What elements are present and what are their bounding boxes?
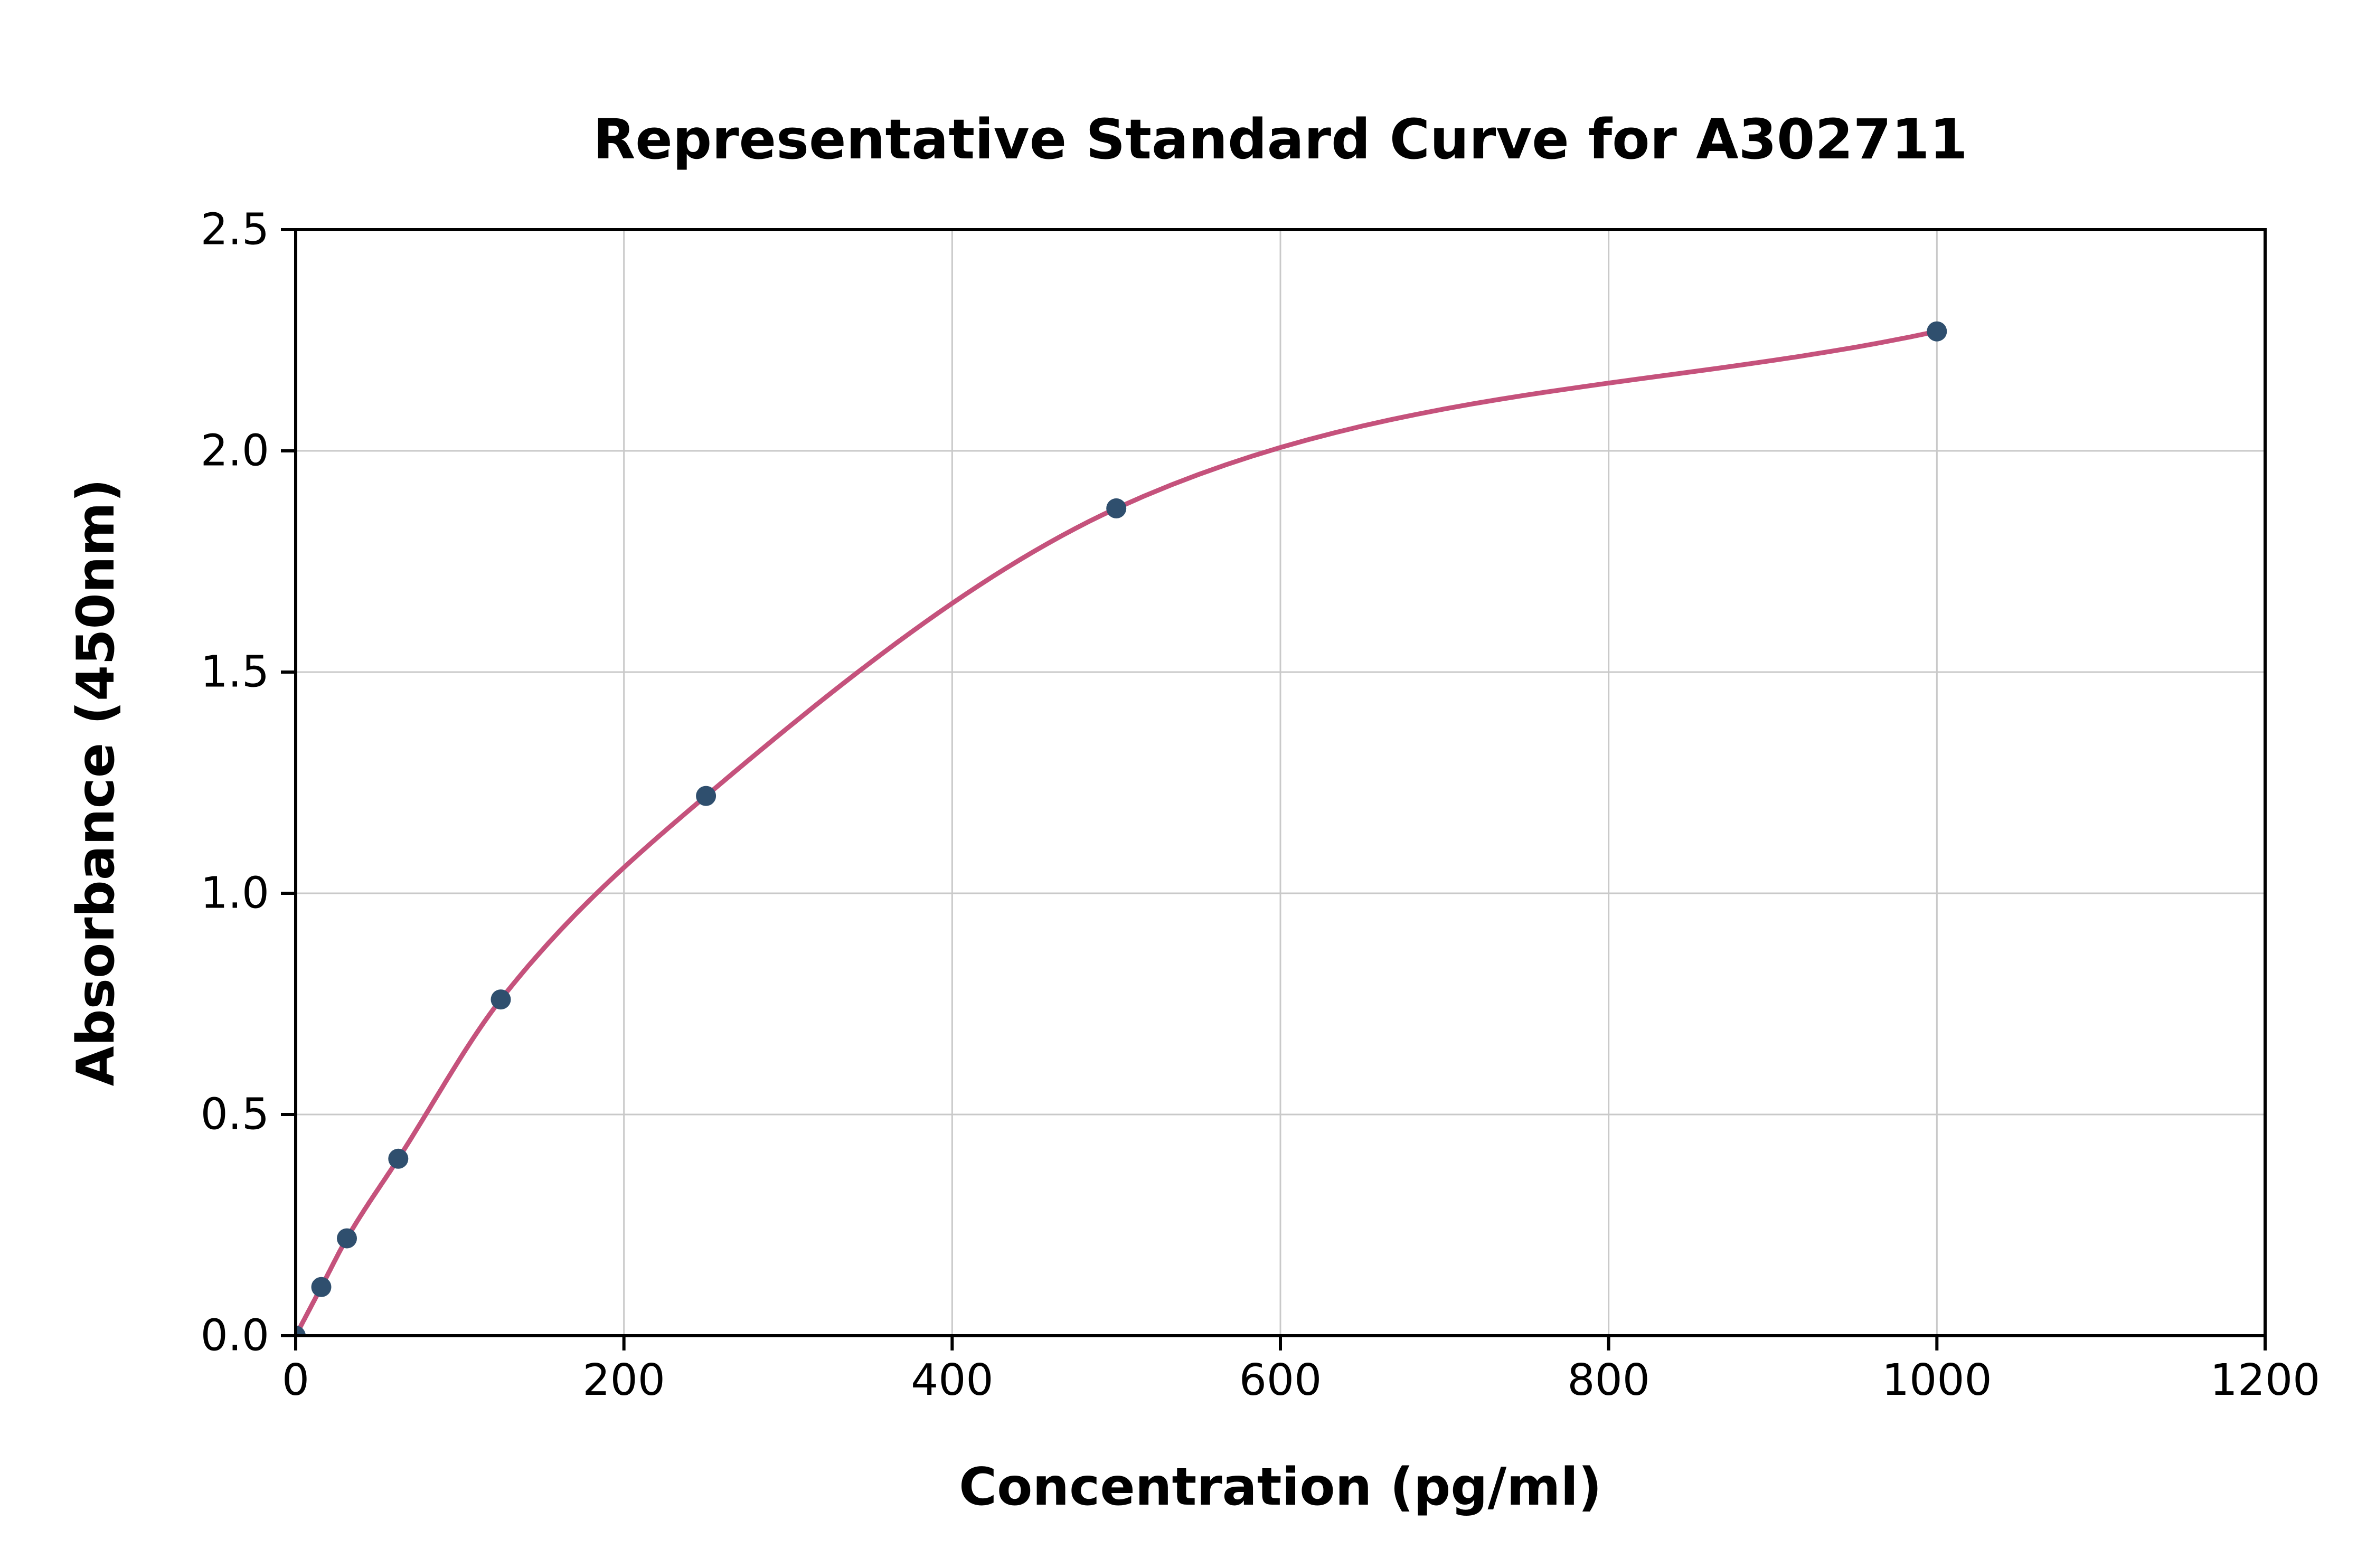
chart-title: Representative Standard Curve for A30271… xyxy=(593,107,1968,172)
data-point xyxy=(296,1326,306,1336)
fitted-curve xyxy=(296,329,1939,1336)
x-tick-label: 200 xyxy=(582,1355,665,1405)
y-tick-label: 2.5 xyxy=(201,205,269,255)
y-tick-label: 0.0 xyxy=(201,1311,269,1361)
y-tick-label: 1.5 xyxy=(201,647,269,697)
data-point xyxy=(1927,321,1947,342)
data-point xyxy=(696,786,716,806)
x-tick-label: 800 xyxy=(1567,1355,1650,1405)
x-tick-label: 400 xyxy=(911,1355,994,1405)
x-axis-label: Concentration (pg/ml) xyxy=(959,1457,1602,1517)
y-tick-label: 2.0 xyxy=(201,426,269,476)
data-point xyxy=(1106,498,1127,518)
x-tick-label: 0 xyxy=(282,1355,309,1405)
x-tick-label: 1000 xyxy=(1882,1355,1992,1405)
y-axis-label: Absorbance (450nm) xyxy=(66,479,126,1087)
data-point xyxy=(388,1148,409,1169)
y-tick-label: 0.5 xyxy=(201,1090,269,1140)
x-tick-label: 600 xyxy=(1239,1355,1322,1405)
data-point xyxy=(491,989,511,1010)
data-point xyxy=(337,1228,357,1249)
y-tick-label: 1.0 xyxy=(201,868,269,919)
data-point xyxy=(311,1277,332,1297)
data-points xyxy=(296,321,1947,1336)
x-tick-label: 1200 xyxy=(2210,1355,2321,1405)
